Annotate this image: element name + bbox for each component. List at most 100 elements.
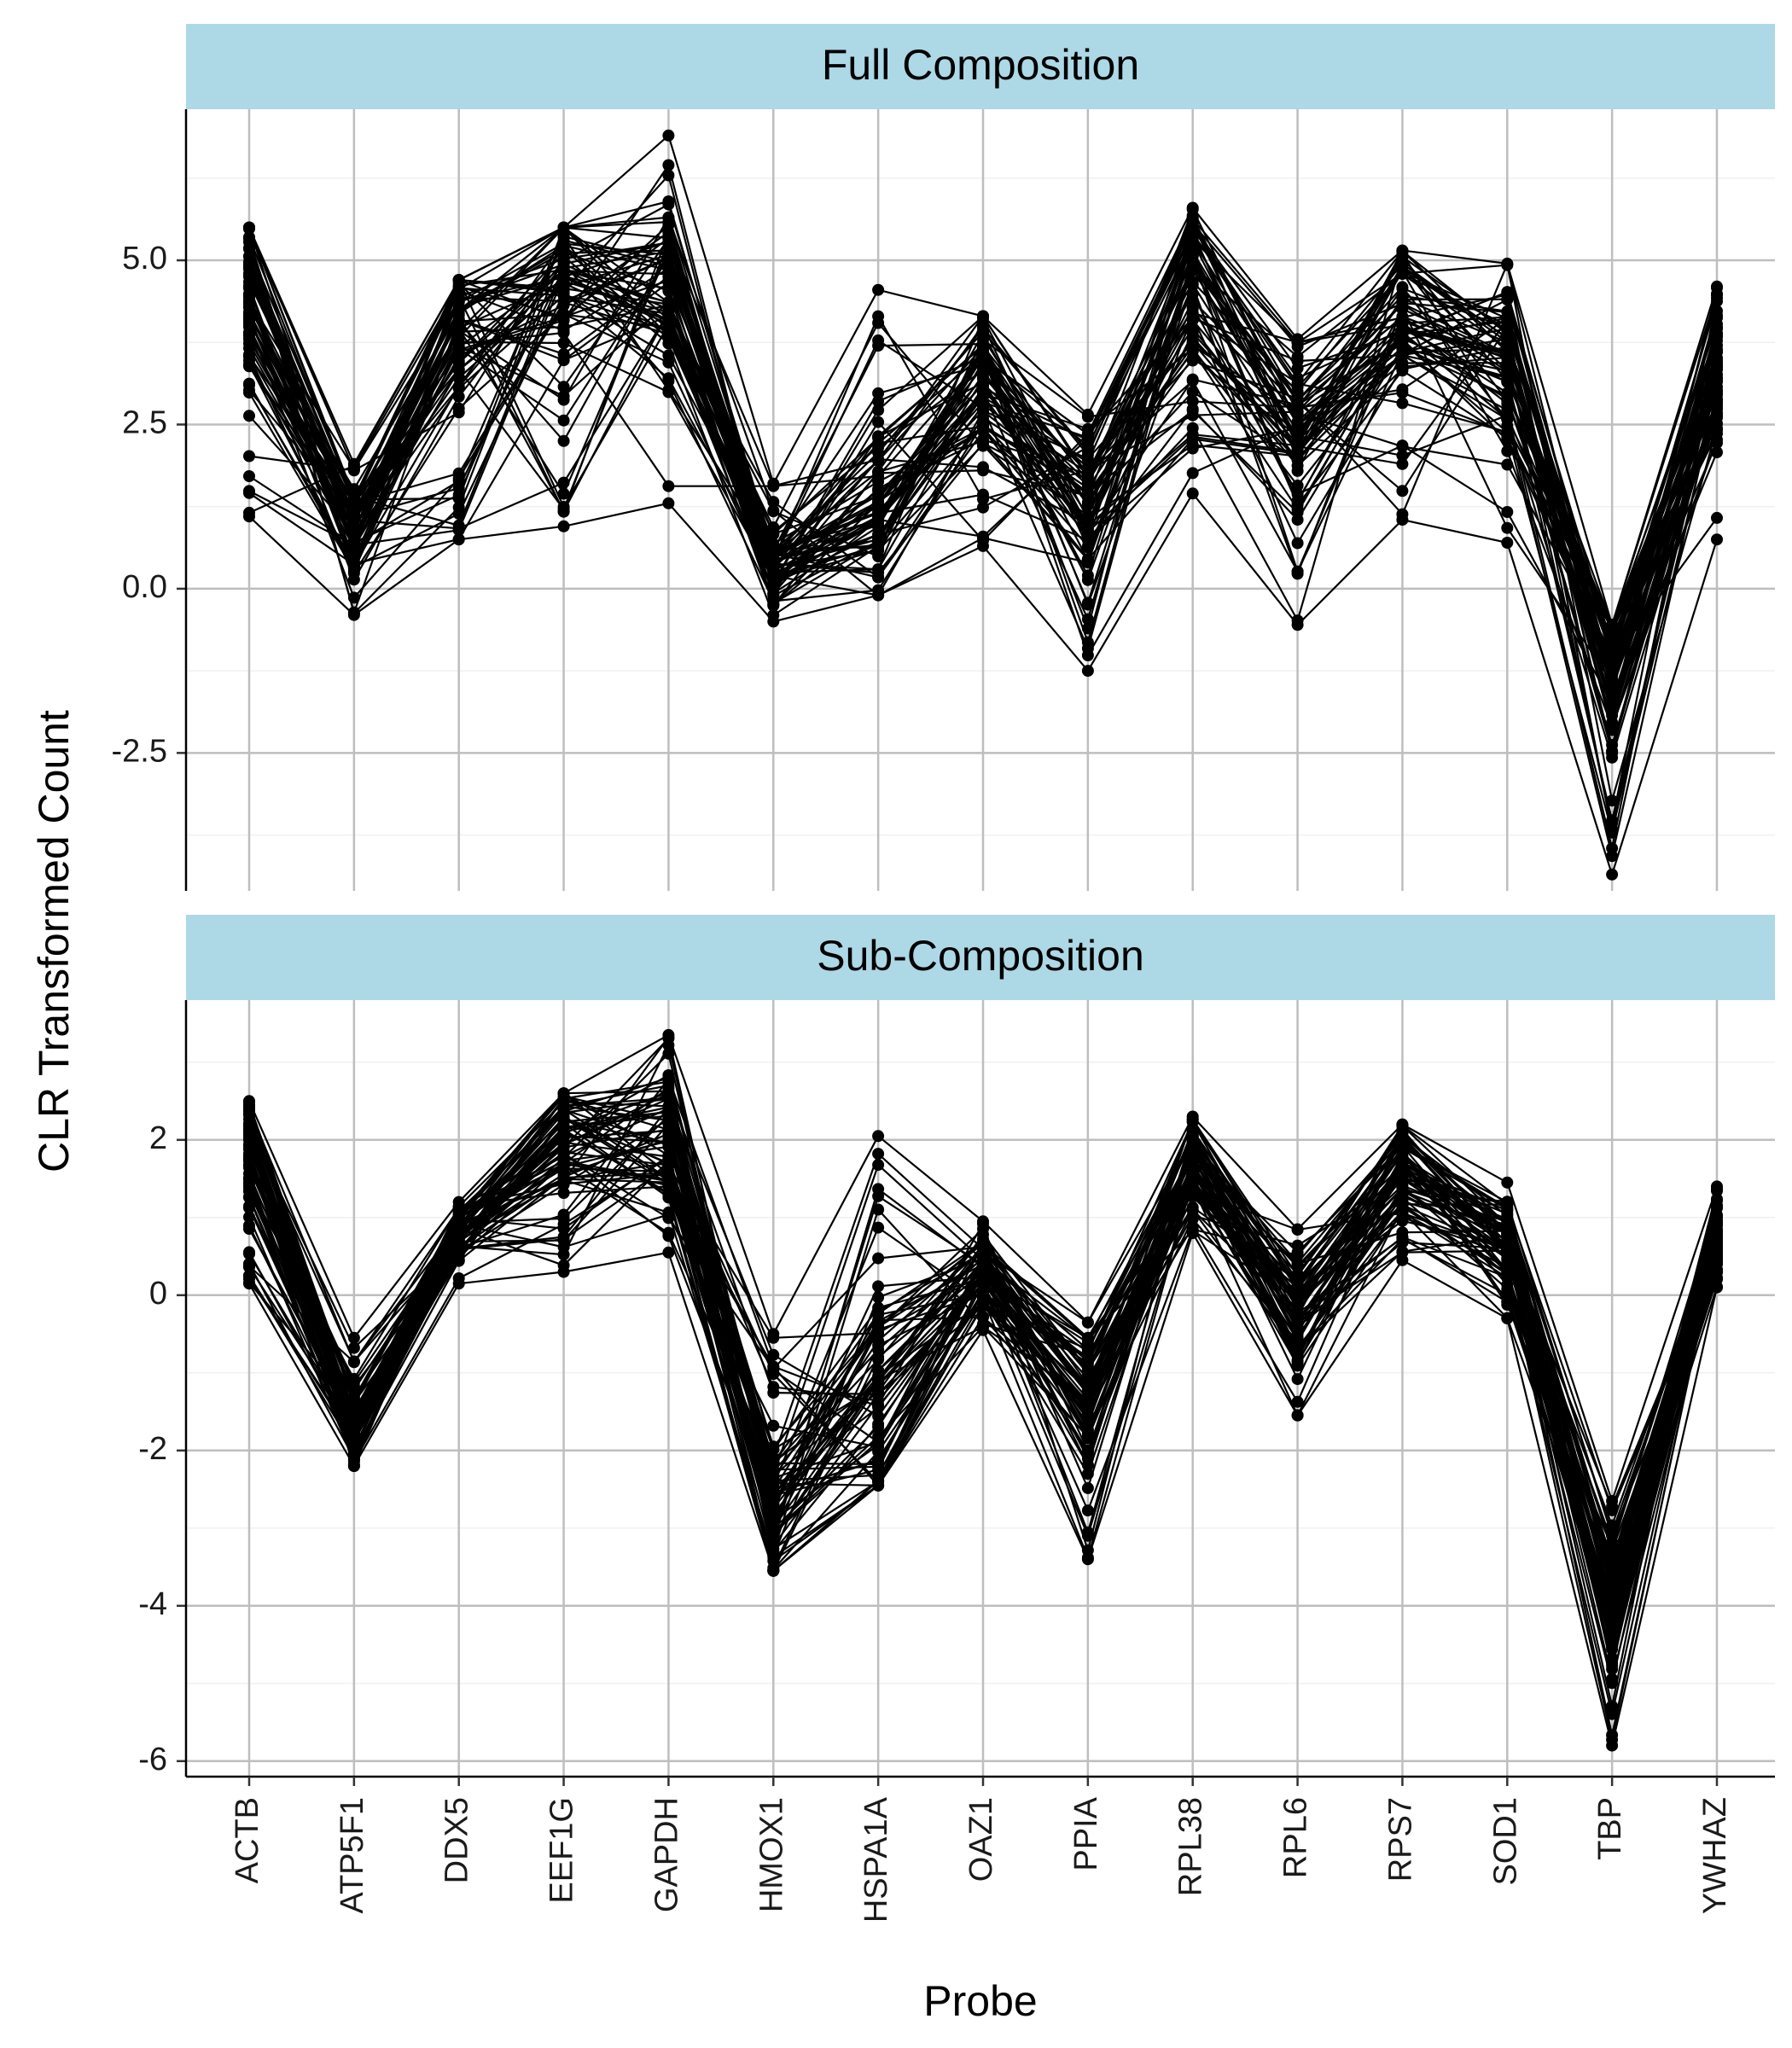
data-point [557, 1241, 570, 1254]
data-point [452, 406, 465, 419]
data-point [1396, 267, 1409, 280]
data-point [1081, 1481, 1094, 1494]
data-point [662, 211, 675, 224]
data-point [1186, 247, 1199, 260]
data-point [872, 1440, 885, 1453]
data-point [1606, 703, 1619, 715]
data-point [767, 1348, 780, 1361]
data-point [1081, 569, 1094, 582]
data-point [1501, 1198, 1514, 1211]
data-point [1291, 614, 1304, 627]
data-point [243, 1260, 255, 1272]
data-point [872, 1159, 885, 1172]
data-point [977, 325, 989, 338]
data-point [557, 337, 570, 349]
data-point [1501, 1176, 1514, 1189]
x-tick-label-tbp: TBP [1592, 1797, 1628, 1860]
data-point [977, 391, 989, 403]
data-point [243, 470, 255, 482]
data-point [872, 465, 885, 478]
data-point [557, 1113, 570, 1126]
data-point [1711, 384, 1723, 397]
data-point [452, 1254, 465, 1267]
data-point [767, 1381, 780, 1393]
panel-2-y-ticks: -6 -4 -2 0 2 [138, 1120, 186, 1777]
x-tick-label-atp5f1: ATP5F1 [335, 1797, 370, 1914]
data-point [243, 327, 255, 340]
data-point [557, 1087, 570, 1100]
data-point [1501, 445, 1514, 457]
data-point [452, 524, 465, 537]
data-point [1396, 244, 1409, 257]
data-point [557, 414, 570, 427]
data-point [1606, 1527, 1619, 1539]
data-point [1291, 1267, 1304, 1280]
data-point [557, 1178, 570, 1191]
y-tick-label: 0 [149, 1276, 167, 1312]
data-point [452, 331, 465, 344]
data-point [347, 1331, 360, 1344]
y-tick-label: -6 [138, 1742, 167, 1777]
data-point [1291, 1316, 1304, 1329]
data-point [1606, 826, 1619, 839]
data-point [662, 1047, 675, 1060]
data-point [1711, 437, 1723, 449]
data-point [1186, 1124, 1199, 1137]
data-point [662, 349, 675, 362]
data-point [1396, 1226, 1409, 1239]
data-point [767, 1331, 780, 1344]
data-point [872, 1475, 885, 1488]
panel-full-composition: Full Composition -2.5 0.0 2.5 5.0 [112, 24, 1775, 891]
data-point [452, 492, 465, 505]
data-point [452, 274, 465, 287]
data-point [1501, 433, 1514, 446]
data-point [1186, 467, 1199, 480]
data-point [872, 334, 885, 346]
data-point [243, 1191, 255, 1204]
data-point [1711, 1219, 1723, 1232]
data-point [872, 563, 885, 576]
data-point [557, 1132, 570, 1144]
x-tick-label-eef1g: EEF1G [544, 1797, 580, 1904]
data-point [557, 1231, 570, 1243]
data-point [767, 1515, 780, 1527]
data-point [662, 129, 675, 142]
y-tick-label: 0.0 [122, 569, 167, 605]
data-point [1081, 1393, 1094, 1405]
data-point [662, 1208, 675, 1221]
data-point [452, 472, 465, 485]
data-point [1501, 458, 1514, 471]
data-point [872, 1183, 885, 1196]
data-point [872, 416, 885, 428]
data-point [1396, 1182, 1409, 1195]
panel-1-y-ticks: -2.5 0.0 2.5 5.0 [112, 241, 186, 769]
data-point [1291, 394, 1304, 407]
data-point [662, 372, 675, 385]
data-point [1501, 322, 1514, 335]
data-point [1291, 405, 1304, 418]
data-point [243, 377, 255, 390]
data-point [662, 1246, 675, 1259]
data-point [1396, 1147, 1409, 1160]
data-point [1186, 314, 1199, 327]
data-point [1081, 1408, 1094, 1421]
data-point [1081, 1333, 1094, 1346]
data-point [1186, 233, 1199, 246]
y-axis-title: CLR Transformed Count [30, 710, 78, 1172]
data-point [347, 1434, 360, 1446]
data-point [977, 378, 989, 391]
data-point [872, 404, 885, 416]
data-point [1291, 372, 1304, 385]
data-point [1711, 1239, 1723, 1252]
data-point [452, 533, 465, 545]
x-tick-label-rps7: RPS7 [1382, 1797, 1418, 1882]
data-point [1711, 357, 1723, 369]
data-point [243, 1248, 255, 1260]
x-tick-label-oaz1: OAZ1 [963, 1797, 999, 1882]
data-point [1396, 363, 1409, 375]
data-point [662, 232, 675, 245]
data-point [977, 1246, 989, 1259]
data-point [1186, 386, 1199, 399]
data-point [243, 255, 255, 268]
data-point [347, 514, 360, 527]
